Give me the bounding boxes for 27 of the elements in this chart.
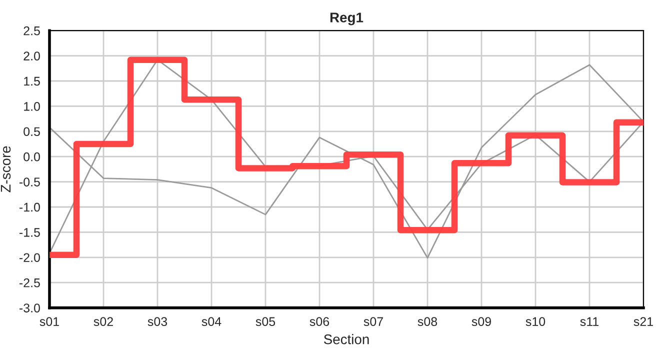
x-tick-label: s10 xyxy=(526,317,546,326)
x-tick-label: s04 xyxy=(202,317,222,326)
y-tick-label: -0.5 xyxy=(19,178,40,186)
y-tick-label: 1.5 xyxy=(24,76,40,86)
x-tick-label: s02 xyxy=(94,317,113,326)
y-tick-label: 2.0 xyxy=(24,52,40,60)
x-tick-label: s07 xyxy=(364,317,383,326)
y-tick-label: 0.5 xyxy=(24,127,40,136)
x-tick-label: s09 xyxy=(472,317,491,326)
x-tick-label: s05 xyxy=(256,317,276,326)
y-tick-label: 0.0 xyxy=(24,152,40,162)
y-tick-label: -2.0 xyxy=(19,253,40,262)
x-tick-label: s06 xyxy=(310,317,330,326)
x-tick-label: s08 xyxy=(418,317,438,326)
chart-title: Reg1 xyxy=(330,12,364,26)
x-tick-label: s01 xyxy=(40,317,59,326)
y-tick-label: -1.5 xyxy=(19,228,40,237)
y-tick-label: 2.5 xyxy=(24,26,40,36)
y-axis-title: Z-score xyxy=(0,146,11,192)
y-tick-label: 1.0 xyxy=(24,102,40,111)
x-axis-title: Section xyxy=(324,334,369,344)
y-tick-label: -2.5 xyxy=(19,278,40,288)
x-tick-label: s11 xyxy=(580,317,599,326)
y-tick-label: -3.0 xyxy=(19,304,40,312)
x-tick-label: s03 xyxy=(148,317,168,326)
y-tick-label: -1.0 xyxy=(19,202,40,212)
x-tick-label: s21 xyxy=(634,317,653,326)
